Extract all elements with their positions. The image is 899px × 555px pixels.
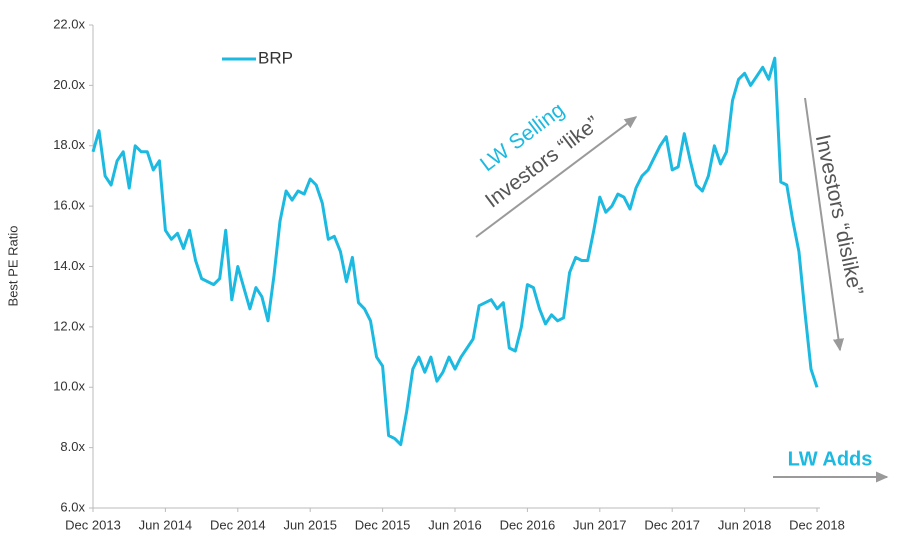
x-tick-label: Jun 2016 <box>428 517 482 532</box>
annotation: LW Adds <box>788 448 873 470</box>
y-tick-label: 18.0x <box>53 137 85 152</box>
y-tick-label: 10.0x <box>53 379 85 394</box>
x-tick-label: Jun 2014 <box>139 517 193 532</box>
y-tick-label: 8.0x <box>60 439 85 454</box>
series-line <box>91 56 819 447</box>
x-tick-label: Dec 2015 <box>355 517 411 532</box>
x-tick-label: Dec 2016 <box>500 517 556 532</box>
x-tick-label: Jun 2018 <box>718 517 772 532</box>
y-tick-label: 22.0x <box>53 16 85 31</box>
annotation: Investors “dislike” <box>811 133 867 298</box>
legend-label: BRP <box>258 48 293 67</box>
x-tick-label: Dec 2018 <box>789 517 845 532</box>
x-tick-label: Jun 2015 <box>283 517 337 532</box>
y-tick-label: 6.0x <box>60 499 85 514</box>
x-tick-label: Dec 2013 <box>65 517 121 532</box>
y-tick-label: 20.0x <box>53 77 85 92</box>
x-tick-label: Jun 2017 <box>573 517 627 532</box>
y-axis-label: Best PE Ratio <box>5 226 20 307</box>
y-tick-label: 16.0x <box>53 198 85 213</box>
x-tick-label: Dec 2014 <box>210 517 266 532</box>
y-tick-label: 14.0x <box>53 258 85 273</box>
x-tick-label: Dec 2017 <box>644 517 700 532</box>
arrow <box>475 116 638 238</box>
y-tick-label: 12.0x <box>53 318 85 333</box>
arrow <box>804 97 845 352</box>
